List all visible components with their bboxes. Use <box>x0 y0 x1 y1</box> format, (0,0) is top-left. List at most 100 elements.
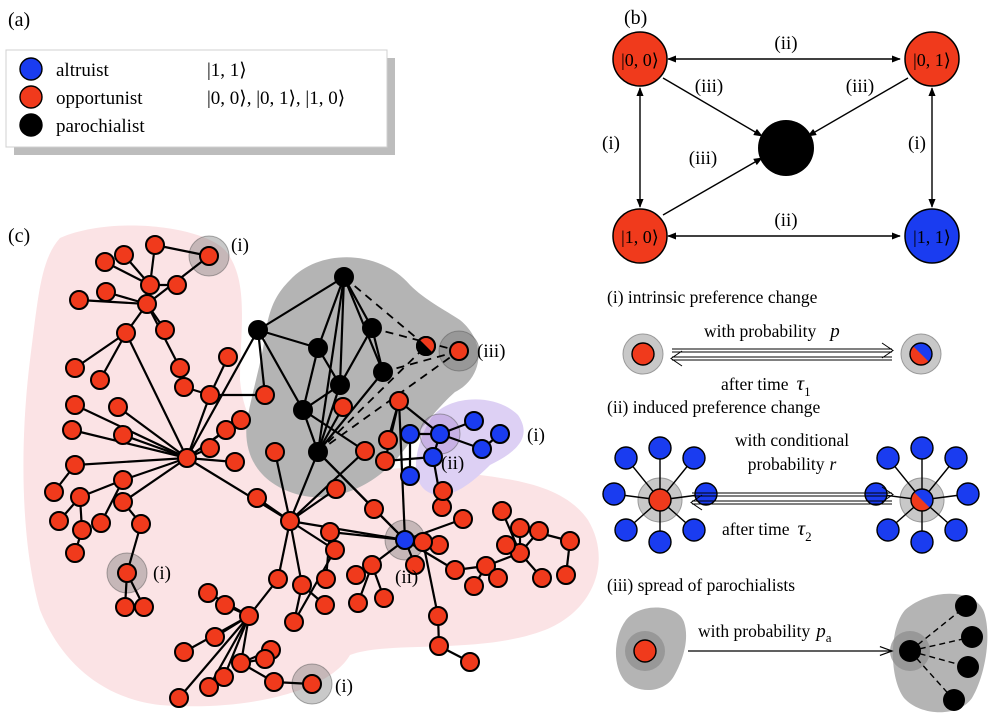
opportunist-node <box>134 597 154 617</box>
opportunist-node <box>374 588 394 608</box>
opportunist-node <box>169 688 189 708</box>
mixed-node <box>909 342 933 366</box>
altruist-neighbor-node <box>682 446 706 470</box>
opportunist-node <box>316 569 336 589</box>
neighborhood-before <box>602 436 718 554</box>
opportunist-node <box>284 612 304 632</box>
legend-panel <box>5 49 388 148</box>
state-01-node <box>904 31 960 87</box>
opportunist-node <box>460 652 480 672</box>
opportunist-node <box>65 455 85 475</box>
legend-label-opportunist: opportunist <box>56 88 143 109</box>
opportunist-node <box>445 560 465 580</box>
opportunist-node <box>155 320 175 340</box>
altruist-neighbor-node <box>602 482 626 506</box>
network-edge <box>338 276 346 386</box>
altruist-neighbor-node <box>864 482 888 506</box>
opportunist-node <box>255 649 275 669</box>
opportunist-node <box>49 511 69 531</box>
forward-arrowhead <box>881 486 894 503</box>
opportunist-node <box>216 420 236 440</box>
opportunist-node <box>428 606 448 626</box>
parochialist-node <box>308 338 328 358</box>
network-label-ii: (ii) <box>395 567 418 588</box>
dashed-edge <box>371 327 460 352</box>
state-11-label: |1, 1⟩ <box>913 227 951 247</box>
network-edge <box>74 332 127 369</box>
back-arrowhead <box>670 350 683 367</box>
opportunist-node <box>200 385 220 405</box>
opportunist-node <box>362 555 382 575</box>
dashed-edge <box>909 605 967 652</box>
altruist-neighbor-node <box>694 482 718 506</box>
mechanism-i-back: after time τ1 <box>721 371 811 399</box>
opportunist-node <box>560 531 580 551</box>
mixed-node <box>910 492 930 512</box>
mechanism-i-forward: with probability p <box>704 321 840 342</box>
panel-label-a: (a) <box>8 9 30 31</box>
arrow-iii-from-00 <box>662 77 763 137</box>
mechanism-ii-back: after time τ2 <box>722 516 812 544</box>
opportunist-node <box>231 410 251 430</box>
mechanism-iii-forward: with probability pa <box>698 621 832 645</box>
network-edge <box>125 332 188 459</box>
opportunist-node <box>320 522 340 542</box>
legend-state-opportunist: |0, 0⟩, |0, 1⟩, |1, 0⟩ <box>207 88 345 109</box>
opportunist-node <box>137 294 157 314</box>
opportunist-node <box>65 395 85 415</box>
state-10-label: |1, 0⟩ <box>621 227 659 247</box>
back-arrowhead <box>690 494 703 511</box>
parochial-blob-large <box>892 593 988 713</box>
opportunist-node <box>177 448 197 468</box>
network-edge <box>74 456 188 467</box>
opportunist-node <box>633 639 657 663</box>
network-edge <box>178 615 250 699</box>
opportunist-node <box>115 597 135 617</box>
altruist-neighbor-node <box>614 446 638 470</box>
opportunist-node <box>215 595 235 615</box>
opportunist-node <box>247 488 267 508</box>
opportunist-node <box>199 246 219 266</box>
opportunist-node <box>65 358 85 378</box>
opportunist-node <box>114 245 134 265</box>
opportunist-node <box>200 438 220 458</box>
label-iii-bottom: (iii) <box>689 148 718 169</box>
network-edge <box>302 409 366 452</box>
mechanism-ii-forward-2: probability r <box>748 454 837 474</box>
opportunist-node <box>198 583 218 603</box>
altruist-node <box>472 439 492 459</box>
opportunist-node <box>90 370 110 390</box>
network-edge <box>339 327 373 386</box>
opportunist-node <box>199 677 219 697</box>
opportunist-node <box>464 576 484 596</box>
opportunist-region <box>23 225 599 707</box>
opportunist-node <box>117 563 137 583</box>
network-edge <box>117 406 188 459</box>
opportunist-node <box>453 509 473 529</box>
opportunist-node <box>413 532 433 552</box>
state-00-node <box>612 31 668 87</box>
mechanism-ii-forward-1: with conditional <box>735 430 849 450</box>
opportunist-node <box>65 543 85 563</box>
altruist-neighbor-node <box>944 446 968 470</box>
mixed-node <box>416 339 433 356</box>
altruist-neighbor-node <box>910 436 934 460</box>
neighborhood-after <box>864 436 980 554</box>
altruist-neighbor-node <box>614 518 638 542</box>
forward-arrowhead <box>881 342 894 359</box>
state-01-label: |0, 1⟩ <box>913 50 951 70</box>
opportunist-node <box>140 275 160 295</box>
parochialist-node <box>943 689 965 711</box>
opportunist-node <box>292 575 312 595</box>
network-edge <box>273 451 292 522</box>
network-edge <box>257 329 304 411</box>
parochialist-node <box>334 267 354 287</box>
network-edge <box>289 519 406 542</box>
parochialist-node <box>899 640 921 662</box>
network: (i) (iii) (i) (ii) (ii) (i) (i) <box>23 225 599 708</box>
opportunist-node <box>280 511 300 531</box>
network-edge <box>122 456 188 482</box>
opportunist-node <box>429 535 449 555</box>
mixed-node <box>910 488 934 512</box>
dashed-edge <box>343 276 427 347</box>
